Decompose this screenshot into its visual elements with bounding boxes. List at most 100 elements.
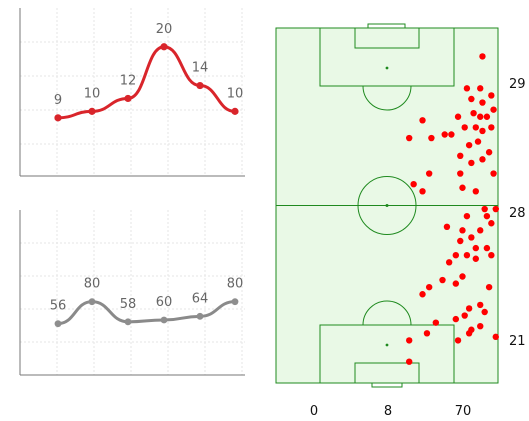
shot-point <box>457 170 464 177</box>
shot-point <box>468 159 475 167</box>
shot-point <box>452 280 460 287</box>
shot-point <box>459 227 466 234</box>
center-spot <box>385 204 389 207</box>
chart2-data-label: 80 <box>227 277 244 292</box>
shot-point <box>477 323 484 330</box>
shot-point <box>477 85 484 92</box>
shot-point <box>463 252 471 259</box>
chart1-data-label: 10 <box>227 86 244 101</box>
shot-point <box>481 205 488 213</box>
shot-point <box>492 333 499 341</box>
shot-point <box>448 131 455 138</box>
shot-point <box>468 95 475 103</box>
shot-point <box>441 131 448 138</box>
shot-point <box>488 252 495 259</box>
bottom-label-left: 0 <box>310 404 318 419</box>
shot-point <box>419 188 426 195</box>
shot-point <box>425 170 433 177</box>
shot-point <box>461 124 468 131</box>
shot-point <box>428 134 435 142</box>
shot-point <box>454 113 462 120</box>
chart2-point <box>160 316 168 324</box>
chart2-data-label: 58 <box>120 297 137 312</box>
top-penalty-arc <box>362 85 412 111</box>
shot-point <box>472 188 479 195</box>
shot-point <box>443 223 451 230</box>
right-label-bottom: 21 <box>509 334 526 349</box>
chart1-data-label: 9 <box>54 93 62 108</box>
right-label-middle: 28 <box>509 206 526 221</box>
shot-point <box>461 312 468 319</box>
gray-line-grid <box>20 210 245 375</box>
bottom-label-middle: 8 <box>384 404 392 419</box>
red-line-grid <box>20 8 245 176</box>
shot-point <box>425 283 433 291</box>
shot-point <box>488 92 495 99</box>
shot-point <box>488 220 495 227</box>
red-line-series <box>56 45 237 120</box>
chart2-data-label: 56 <box>50 299 67 314</box>
shot-point <box>459 184 466 191</box>
shot-point <box>485 149 493 156</box>
shot-point <box>454 337 462 344</box>
chart1-point <box>160 43 168 51</box>
shot-point <box>439 276 446 284</box>
shot-point <box>406 337 413 344</box>
shot-point <box>452 252 460 259</box>
chart2-point <box>196 312 204 320</box>
chart2-point <box>54 320 62 328</box>
shot-point <box>406 358 413 365</box>
shot-point <box>465 330 473 337</box>
shot-point <box>472 244 479 252</box>
shot-point <box>479 53 486 60</box>
shot-point <box>472 124 479 131</box>
shot-point <box>459 273 466 280</box>
shot-point <box>479 156 486 163</box>
football-pitch <box>275 23 499 388</box>
chart2-point <box>124 318 132 326</box>
shot-point <box>488 124 495 131</box>
chart1-point <box>54 114 62 122</box>
shot-point <box>457 152 464 159</box>
top-penalty-spot <box>385 66 389 70</box>
shot-point <box>465 305 473 312</box>
shot-point <box>479 127 486 135</box>
shot-point <box>472 255 479 262</box>
bottom-goal <box>371 382 403 388</box>
right-label-top: 29 <box>509 77 526 92</box>
shot-point <box>423 330 431 337</box>
shot-point <box>463 212 471 220</box>
chart1-point <box>124 94 132 103</box>
gray-line-series <box>56 300 237 326</box>
shot-point <box>457 237 464 245</box>
top-goal <box>367 23 406 29</box>
shot-point <box>483 212 491 220</box>
chart1-data-label: 10 <box>84 86 101 101</box>
shot-point <box>477 113 484 120</box>
chart1-point <box>196 81 204 90</box>
shot-point <box>468 234 475 241</box>
gray-line-chart: 56 80 58 60 64 80 <box>19 210 245 376</box>
chart2-point <box>88 298 96 306</box>
chart1-data-label: 14 <box>192 61 209 76</box>
chart1-data-label: 12 <box>120 73 137 88</box>
shot-point <box>445 259 453 266</box>
bottom-label-right: 70 <box>455 404 472 419</box>
chart2-data-label: 80 <box>84 277 101 292</box>
shot-point <box>406 134 413 142</box>
shot-point <box>479 99 486 106</box>
center-circle <box>357 176 417 235</box>
shot-point <box>419 291 426 298</box>
bottom-penalty-spot <box>385 343 389 347</box>
shot-point <box>490 170 497 177</box>
shot-point <box>470 110 477 117</box>
shot-point <box>465 141 473 149</box>
chart2-data-label: 60 <box>156 295 173 310</box>
shot-point <box>410 181 417 188</box>
shot-point <box>474 138 482 145</box>
chart1-point <box>88 107 96 115</box>
chart1-data-label: 20 <box>156 22 173 37</box>
shot-point <box>463 85 471 92</box>
chart1-point <box>231 107 239 115</box>
